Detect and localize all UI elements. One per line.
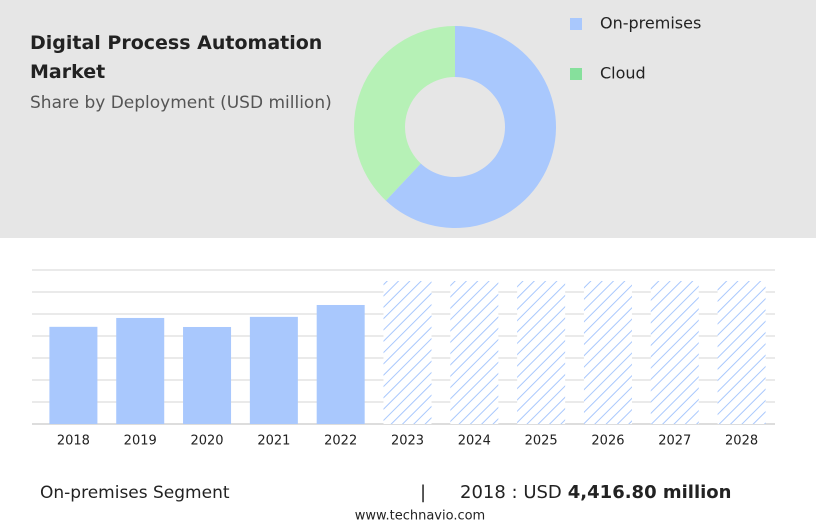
value-label: 4,416.80 million bbox=[568, 482, 732, 503]
x-tick-label: 2022 bbox=[324, 434, 357, 449]
donut-slice bbox=[385, 26, 557, 228]
segment-label: On-premises Segment bbox=[40, 483, 230, 503]
x-tick-label: 2025 bbox=[525, 434, 558, 449]
x-tick-label: 2023 bbox=[391, 434, 424, 449]
x-tick-label: 2021 bbox=[257, 434, 290, 449]
x-tick-label: 2018 bbox=[57, 434, 90, 449]
highlight-value: 2018 : USD 4,416.80 million bbox=[460, 482, 732, 503]
forecast-placeholder bbox=[583, 281, 632, 424]
chart-subtitle: Share by Deployment (USD million) bbox=[30, 93, 332, 113]
x-tick-label: 2027 bbox=[658, 434, 691, 449]
forecast-placeholder bbox=[517, 281, 566, 424]
forecast-placeholder bbox=[450, 281, 499, 424]
x-tick-label: 2020 bbox=[190, 434, 223, 449]
year-label: 2018 : USD bbox=[460, 482, 562, 503]
title-line: Market bbox=[30, 61, 105, 83]
forecast-placeholder bbox=[650, 281, 699, 424]
x-tick-label: 2028 bbox=[725, 434, 758, 449]
legend-swatch bbox=[570, 68, 582, 80]
forecast-placeholder bbox=[717, 281, 766, 424]
chart-title: Digital Process Automation Market bbox=[30, 32, 322, 83]
bar bbox=[316, 304, 365, 424]
legend-label: On-premises bbox=[600, 14, 701, 33]
legend-label: Cloud bbox=[600, 64, 646, 83]
footer: www.technavio.com bbox=[355, 509, 485, 524]
x-tick-label: 2026 bbox=[591, 434, 624, 449]
bar bbox=[116, 317, 165, 424]
title-line: Digital Process Automation bbox=[30, 32, 322, 54]
bar bbox=[249, 316, 298, 424]
x-tick-label: 2019 bbox=[124, 434, 157, 449]
bar bbox=[49, 326, 98, 424]
legend-swatch bbox=[570, 18, 582, 30]
separator: | bbox=[420, 482, 426, 503]
x-tick-label: 2024 bbox=[458, 434, 491, 449]
forecast-placeholder bbox=[383, 281, 432, 424]
donut-slice bbox=[354, 25, 455, 201]
bar bbox=[183, 326, 232, 424]
